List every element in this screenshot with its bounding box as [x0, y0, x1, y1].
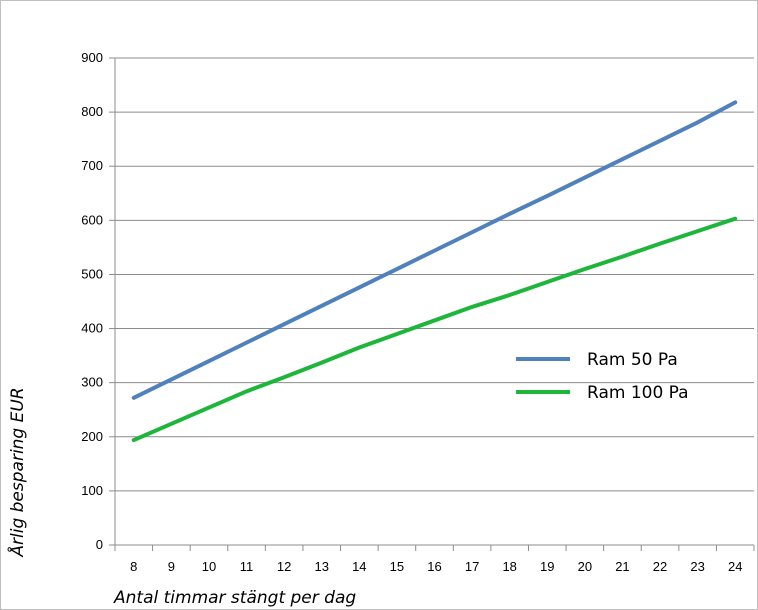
x-tick-label: 17 — [465, 559, 479, 574]
x-tick-label: 23 — [690, 559, 704, 574]
y-axis-title: Årlig besparing EUR — [6, 387, 28, 557]
x-tick-label: 15 — [390, 559, 404, 574]
x-tick-labels: 8 9 10 11 12 13 14 15 16 17 18 19 20 21 22 23 24 — [130, 559, 742, 574]
y-tick-label: 200 — [81, 429, 103, 444]
y-tick-label: 300 — [81, 375, 103, 390]
x-tick-label: 12 — [277, 559, 291, 574]
x-tick-label: 24 — [728, 559, 742, 574]
legend: Ram 50 Pa Ram 100 Pa — [516, 350, 689, 403]
x-axis-title: Antal timmar stängt per dag — [113, 588, 356, 608]
legend-label: Ram 100 Pa — [587, 383, 689, 403]
y-tick-label: 700 — [81, 158, 103, 173]
y-tick-label: 0 — [96, 537, 103, 552]
x-tick-label: 9 — [168, 559, 175, 574]
series-line — [131, 100, 738, 400]
y-tick-label: 500 — [81, 266, 103, 281]
x-tick-label: 16 — [427, 559, 441, 574]
x-tick-label: 19 — [540, 559, 554, 574]
x-tick-label: 22 — [653, 559, 667, 574]
x-tick-label: 14 — [352, 559, 366, 574]
axes — [114, 58, 755, 551]
y-tick-labels: 0 100 200 300 400 500 600 700 800 900 — [81, 50, 103, 552]
x-tick-label: 21 — [615, 559, 629, 574]
x-tick-label: 10 — [202, 559, 216, 574]
x-tick-label: 8 — [130, 559, 137, 574]
x-tick-label: 18 — [502, 559, 516, 574]
y-tick-label: 600 — [81, 212, 103, 227]
y-tick-label: 800 — [81, 104, 103, 119]
x-tick-label: 20 — [578, 559, 592, 574]
gridlines — [109, 57, 754, 546]
series-line — [131, 216, 738, 443]
y-tick-label: 400 — [81, 321, 103, 336]
y-tick-label: 100 — [81, 483, 103, 498]
x-tick-label: 13 — [315, 559, 329, 574]
y-tick-label: 900 — [81, 50, 103, 65]
series-lines — [131, 100, 738, 443]
x-tick-label: 11 — [240, 559, 254, 574]
legend-label: Ram 50 Pa — [587, 350, 678, 370]
